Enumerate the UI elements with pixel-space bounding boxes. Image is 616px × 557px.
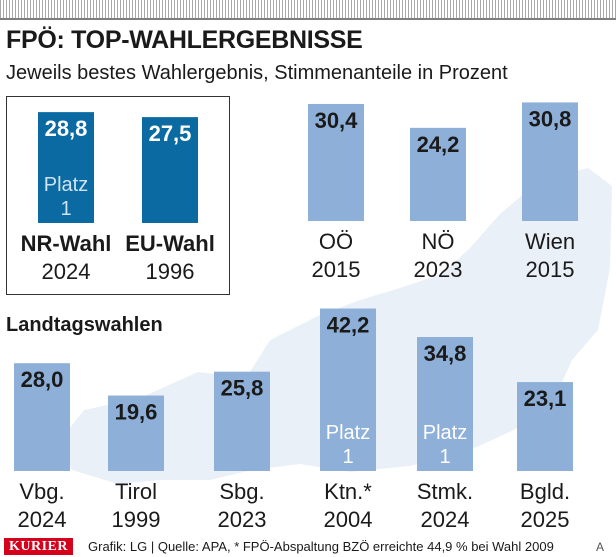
note-label-ktn-2004-0: Platz [326,422,370,444]
year-label-nr-wahl-2024: 2024 [42,259,91,284]
bar-tirol-1999 [108,395,164,471]
bar-nr-wahl-2024 [38,112,94,223]
section-label-landtag: Landtagswahlen [6,314,163,336]
value-label-o-2015: 30,4 [315,108,359,133]
corner-mark: A [596,540,605,554]
bar-stmk-2024 [417,337,473,471]
value-label-ktn-2004: 42,2 [327,313,370,338]
category-label-ktn-2004: Ktn.* [324,479,372,504]
note-label-stmk-2024-1: 1 [439,446,450,468]
value-label-n-2023: 24,2 [417,132,460,157]
bar-wien-2015 [522,102,578,221]
bar-n-2023 [410,127,466,221]
category-label-vbg-2024: Vbg. [19,479,64,504]
bar-vbg-2024 [14,363,70,471]
category-label-stmk-2024: Stmk. [417,479,473,504]
bar-o-2015 [308,103,364,221]
note-label-nr-wahl-2024-0: Platz [44,174,88,196]
bar-group-wien-2015: 30,8 Wien 2015 [522,102,578,282]
category-label-nr-wahl-2024: NR-Wahl [21,231,112,256]
national-results-frame [6,96,230,295]
bar-group-eu-wahl-1996: 27,5 EU-Wahl 1996 [125,117,215,284]
header-rule [0,18,616,20]
category-label-bgld-2025: Bgld. [520,479,570,504]
value-label-tirol-1999: 19,6 [115,400,158,425]
year-label-tirol-1999: 1999 [112,507,161,532]
note-label-nr-wahl-2024-1: 1 [60,198,71,220]
bar-group-o-2015: 30,4 OÖ 2015 [308,103,364,282]
bar-group-n-2023: 24,2 NÖ 2023 [410,127,466,282]
source-note: Grafik: LG | Quelle: APA, * FPÖ-Abspaltu… [88,539,554,554]
kurier-logo: KURIER [4,538,74,555]
bar-group-bgld-2025: 23,1 Bgld. 2025 [517,382,573,532]
header-hatch-band [0,0,616,18]
category-label-n-2023: NÖ [422,229,455,254]
year-label-wien-2015: 2015 [526,257,575,282]
year-label-n-2023: 2023 [414,257,463,282]
category-label-tirol-1999: Tirol [115,479,157,504]
value-label-bgld-2025: 23,1 [524,386,567,411]
category-label-eu-wahl-1996: EU-Wahl [125,231,215,256]
value-label-nr-wahl-2024: 28,8 [45,116,88,141]
bar-group-vbg-2024: 28,0 Vbg. 2024 [14,363,70,532]
year-label-vbg-2024: 2024 [18,507,67,532]
bar-bgld-2025 [517,382,573,471]
year-label-ktn-2004: 2004 [324,507,373,532]
bar-group-tirol-1999: 19,6 Tirol 1999 [108,395,164,532]
year-label-sbg-2023: 2023 [218,507,267,532]
bar-sbg-2023 [214,371,270,471]
chart-title: FPÖ: TOP-WAHLERGEBNISSE [6,26,363,54]
bar-eu-wahl-1996 [142,117,198,223]
year-label-stmk-2024: 2024 [421,507,470,532]
bar-group-sbg-2023: 25,8 Sbg. 2023 [214,371,270,532]
year-label-o-2015: 2015 [312,257,361,282]
category-label-wien-2015: Wien [525,229,575,254]
year-label-bgld-2025: 2025 [521,507,570,532]
note-label-stmk-2024-0: Platz [423,422,467,444]
value-label-wien-2015: 30,8 [529,106,572,131]
value-label-eu-wahl-1996: 27,5 [149,121,192,146]
note-label-ktn-2004-1: 1 [342,446,353,468]
value-label-vbg-2024: 28,0 [21,367,64,392]
year-label-eu-wahl-1996: 1996 [146,259,195,284]
value-label-sbg-2023: 25,8 [221,376,264,401]
category-label-sbg-2023: Sbg. [219,479,264,504]
bar-ktn-2004 [320,308,376,471]
value-label-stmk-2024: 34,8 [424,341,467,366]
category-label-o-2015: OÖ [319,229,353,254]
chart-subtitle: Jeweils bestes Wahlergebnis, Stimmenante… [6,62,508,84]
